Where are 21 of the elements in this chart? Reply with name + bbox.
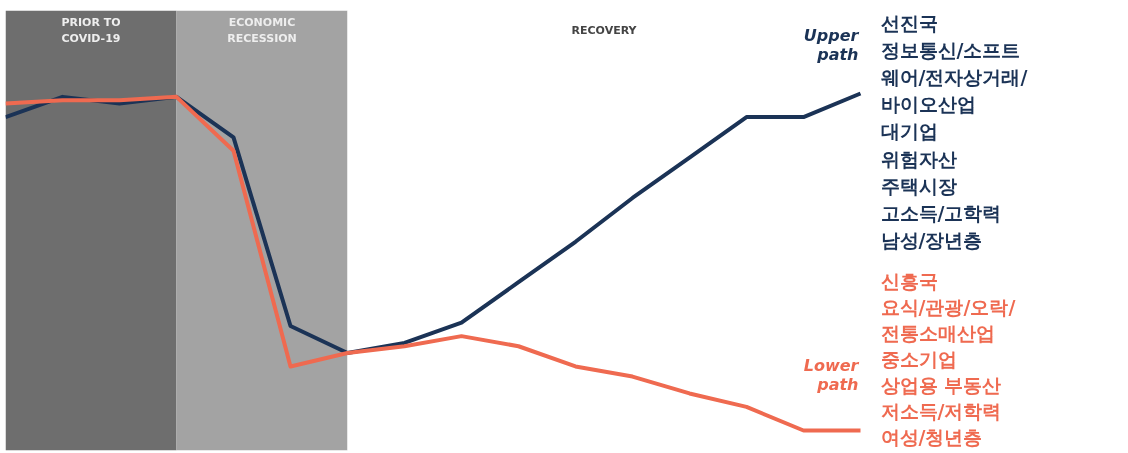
annotation: 주택시장 [880,174,957,197]
annotation: 여성/청년층 [880,425,983,448]
text: Lower path [803,355,860,394]
annotation: 중소기업 [880,347,957,370]
text: RECOVERY [571,24,638,37]
text: PRIOR TO COVID-19 [61,16,121,45]
annotation: 남성/장년층 [880,229,983,252]
annotation: 전통소매산업 [880,321,995,344]
text: 정보통신/소프트 [880,38,1021,61]
series-label: Upper path [803,25,860,64]
annotation: 신흥국 [880,269,938,292]
annotation: 대기업 [880,120,938,143]
text: 선진국 [880,11,938,34]
text: ECONOMIC RECESSION [227,16,297,45]
annotation: 위험자산 [880,147,957,170]
annotation: 상업용 부동산 [880,373,1002,396]
annotation: 저소득/저학력 [880,399,1002,422]
annotation: 바이오산업 [880,93,976,116]
text: 웨어/전자상거래/ [880,65,1028,88]
annotation: 고소득/고학력 [880,201,1002,224]
annotation: 요식/관광/오락/ [880,295,1016,318]
